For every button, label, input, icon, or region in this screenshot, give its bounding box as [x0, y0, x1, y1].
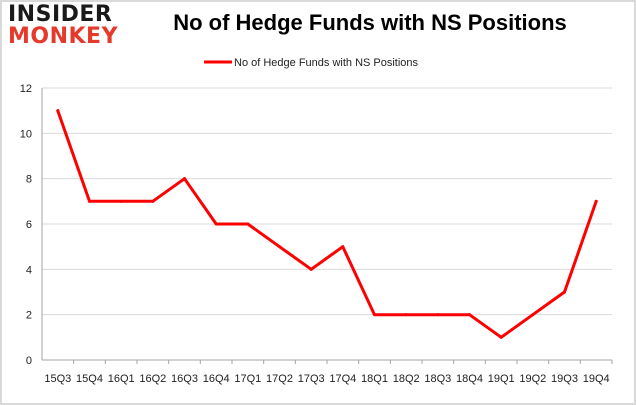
x-tick-label-18Q4: 18Q4: [456, 373, 483, 385]
data-point-15Q3: [56, 109, 60, 113]
data-point-16Q2: [151, 199, 155, 203]
logo-insider-text: INSIDER: [8, 2, 113, 27]
series-line-0: [56, 109, 598, 339]
y-tick-label-0: 0: [26, 355, 32, 367]
x-tick-label-15Q4: 15Q4: [76, 373, 103, 385]
data-point-18Q4: [468, 313, 471, 317]
grid-lines: [42, 87, 612, 316]
data-point-16Q3: [183, 177, 186, 181]
y-tick-label-2: 2: [26, 310, 32, 322]
x-tick-label-17Q1: 17Q1: [234, 373, 261, 385]
data-point-17Q4: [341, 245, 345, 249]
data-point-17Q1: [246, 222, 250, 226]
x-tick-label-16Q3: 16Q3: [171, 373, 198, 385]
data-point-18Q2: [404, 313, 408, 317]
x-tick-label-18Q3: 18Q3: [424, 373, 451, 385]
data-point-18Q1: [373, 313, 376, 317]
y-tick-label-12: 12: [20, 83, 32, 95]
x-tick-label-19Q2: 19Q2: [519, 373, 546, 385]
y-tick-label-6: 6: [26, 219, 32, 231]
data-point-16Q1: [119, 199, 123, 203]
y-tick-label-4: 4: [26, 264, 32, 276]
logo-monkey-text: MONKEY: [8, 24, 119, 49]
series-lines: [56, 109, 598, 339]
axes: [41, 88, 613, 364]
x-tick-label-16Q4: 16Q4: [203, 373, 230, 385]
y-tick-label-8: 8: [26, 174, 32, 186]
x-tick-label-16Q2: 16Q2: [139, 373, 166, 385]
data-point-17Q3: [309, 267, 313, 271]
x-tick-label-18Q2: 18Q2: [393, 373, 420, 385]
legend-label: No of Hedge Funds with NS Positions: [234, 57, 419, 69]
data-point-15Q4: [88, 199, 91, 203]
data-point-19Q2: [531, 313, 535, 317]
data-point-17Q2: [278, 245, 281, 249]
x-tick-label-17Q2: 17Q2: [266, 373, 293, 385]
insider-monkey-logo: INSIDER MONKEY: [8, 4, 120, 52]
x-tick-label-16Q1: 16Q1: [108, 373, 135, 385]
data-point-19Q1: [499, 335, 503, 339]
legend: No of Hedge Funds with NS Positions: [204, 57, 419, 69]
data-point-18Q3: [436, 313, 440, 317]
data-point-19Q4: [594, 199, 598, 203]
chart-title: No of Hedge Funds with NS Positions: [173, 10, 567, 35]
x-tick-label-17Q4: 17Q4: [329, 373, 356, 385]
data-point-19Q3: [563, 290, 566, 294]
x-tick-label-18Q1: 18Q1: [361, 373, 388, 385]
x-tick-labels: 15Q3 15Q4 16Q1 16Q2 16Q3 16Q4 17Q1 17Q2 17Q3 17Q4…: [44, 373, 609, 385]
y-tick-labels: 0 2 4 6 8 10 12: [20, 83, 32, 367]
x-tick-label-19Q4: 19Q4: [583, 373, 610, 385]
x-tick-label-19Q3: 19Q3: [551, 373, 578, 385]
data-point-16Q4: [214, 222, 218, 226]
x-tick-label-17Q3: 17Q3: [298, 373, 325, 385]
x-tick-label-15Q3: 15Q3: [44, 373, 71, 385]
y-tick-label-10: 10: [20, 128, 32, 140]
x-tick-label-19Q1: 19Q1: [488, 373, 515, 385]
